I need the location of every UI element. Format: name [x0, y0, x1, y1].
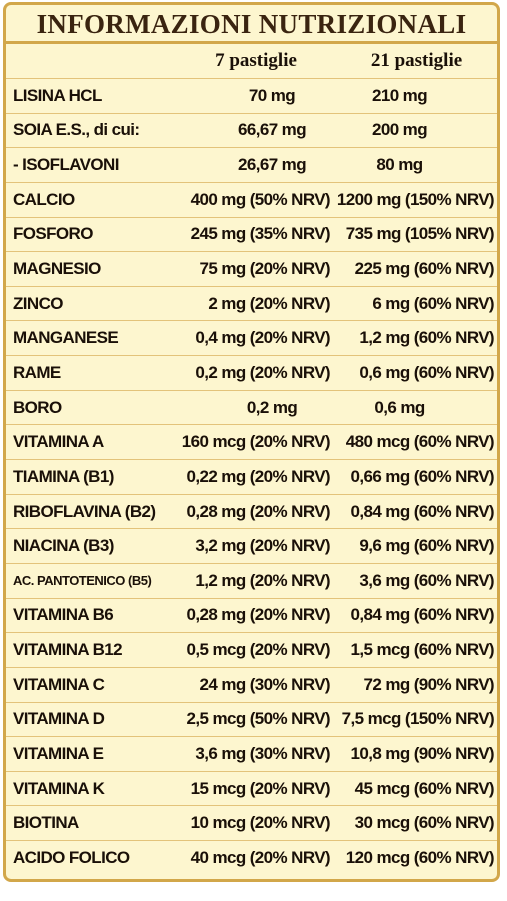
value-21-tablets: 0,6 mg: [374, 397, 425, 417]
value-21-tablets: 3,6 mg (60% NRV): [359, 570, 494, 590]
value-21-tablets: 30 mcg (60% NRV): [354, 813, 495, 833]
table-row: VITAMINA C 24 mg (30% NRV) 72 mg (90% NRV): [6, 666, 497, 702]
column-headers: 7 pastiglie 21 pastiglie: [6, 44, 497, 78]
title-divider: [6, 41, 497, 44]
table-row: ZINCO 2 mg (20% NRV) 6 mg (60% NRV): [6, 285, 497, 321]
table-row: TIAMINA (B1) 0,22 mg (20% NRV) 0,66 mg (60…: [6, 459, 497, 494]
value-21-tablets: 9,6 mg (60% NRV): [359, 536, 494, 556]
nutrient-name: MAGNESIO: [13, 259, 101, 279]
value-7-tablets: 1,2 mg (20% NRV): [195, 570, 330, 590]
value-7-tablets: 0,22 mg (20% NRV): [186, 466, 331, 486]
value-7-tablets: 0,2 mg: [246, 397, 298, 417]
table-row: VITAMINA K 15 mcg (20% NRV) 45 mcg (60% NR…: [6, 770, 497, 806]
nutrient-name: ACIDO FOLICO: [13, 847, 130, 867]
nutrition-table: INFORMAZIONI NUTRIZIONALI 7 pastiglie 21…: [3, 2, 500, 882]
table-row: CALCIO 400 mg (50% NRV) 1200 mg (150% NRV): [6, 181, 497, 217]
column-header-21-tablets: 21 pastiglie: [370, 50, 463, 71]
nutrient-name: VITAMINA D: [13, 709, 105, 729]
table-row: LISINA HCL 70 mg 210 mg: [6, 78, 497, 113]
table-row: SOIA E.S., di cui: 66,67 mg 200 mg: [6, 112, 497, 148]
value-21-tablets: 72 mg (90% NRV): [363, 674, 494, 694]
table-body: LISINA HCL 70 mg 210 mg SOIA E.S., di cui: 6…: [6, 78, 497, 875]
value-21-tablets: 0,84 mg (60% NRV): [350, 605, 495, 625]
table-row: RIBOFLAVINA (B2) 0,28 mg (20% NRV) 0,84 mg…: [6, 493, 497, 529]
table-row: AC. PANTOTENICO (B5) 1,2 mg (20% NRV) 3,6 …: [6, 562, 497, 598]
nutrient-name: FOSFORO: [13, 224, 93, 244]
nutrient-name: TIAMINA (B1): [13, 466, 114, 486]
value-21-tablets: 200 mg: [372, 120, 428, 140]
nutrient-name: LISINA HCL: [13, 85, 102, 105]
table-row: MANGANESE 0,4 mg (20% NRV) 1,2 mg (60% NRV…: [6, 320, 497, 355]
value-7-tablets: 2 mg (20% NRV): [208, 293, 330, 313]
value-7-tablets: 24 mg (30% NRV): [199, 674, 330, 694]
nutrient-name: VITAMINA A: [13, 432, 104, 452]
value-21-tablets: 0,6 mg (60% NRV): [359, 362, 494, 382]
value-21-tablets: 480 mcg (60% NRV): [345, 432, 495, 452]
nutrient-name: MANGANESE: [13, 328, 119, 348]
table-row: BORO 0,2 mg 0,6 mg: [6, 389, 497, 425]
value-7-tablets: 75 mg (20% NRV): [199, 259, 330, 279]
value-7-tablets: 26,67 mg: [238, 155, 307, 175]
table-row: RAME 0,2 mg (20% NRV) 0,6 mg (60% NRV): [6, 355, 497, 390]
value-7-tablets: 0,2 mg (20% NRV): [195, 362, 330, 382]
value-21-tablets: 1,2 mg (60% NRV): [359, 328, 494, 348]
nutrient-name: RAME: [13, 362, 61, 382]
table-row: FOSFORO 245 mg (35% NRV) 735 mg (105% NRV): [6, 216, 497, 252]
nutrient-name: CALCIO: [13, 189, 75, 209]
value-7-tablets: 10 mcg (20% NRV): [190, 813, 331, 833]
table-row: VITAMINA D 2,5 mcg (50% NRV) 7,5 mcg (150%…: [6, 701, 497, 737]
nutrient-name: - ISOFLAVONI: [13, 155, 119, 175]
value-21-tablets: 225 mg (60% NRV): [354, 259, 495, 279]
value-7-tablets: 245 mg (35% NRV): [190, 224, 331, 244]
value-7-tablets: 3,2 mg (20% NRV): [195, 536, 330, 556]
value-7-tablets: 70 mg: [248, 85, 296, 105]
table-row: VITAMINA E 3,6 mg (30% NRV) 10,8 mg (90% N…: [6, 736, 497, 771]
nutrient-name: VITAMINA B6: [13, 605, 114, 625]
table-row: ACIDO FOLICO 40 mcg (20% NRV) 120 mcg (60%…: [6, 840, 497, 875]
value-7-tablets: 40 mcg (20% NRV): [190, 847, 331, 867]
value-21-tablets: 80 mg: [376, 155, 423, 175]
value-7-tablets: 0,28 mg (20% NRV): [186, 501, 331, 521]
value-21-tablets: 120 mcg (60% NRV): [345, 847, 495, 867]
value-7-tablets: 160 mcg (20% NRV): [181, 432, 331, 452]
value-21-tablets: 0,84 mg (60% NRV): [350, 501, 495, 521]
value-7-tablets: 3,6 mg (30% NRV): [195, 743, 330, 763]
value-21-tablets: 0,66 mg (60% NRV): [350, 466, 495, 486]
nutrient-name: VITAMINA K: [13, 778, 105, 798]
value-7-tablets: 0,28 mg (20% NRV): [186, 605, 331, 625]
nutrient-name: NIACINA (B3): [13, 536, 114, 556]
nutrient-name: SOIA E.S., di cui:: [13, 120, 140, 140]
nutrient-name: VITAMINA E: [13, 743, 104, 763]
value-7-tablets: 15 mcg (20% NRV): [190, 778, 331, 798]
nutrient-name: ZINCO: [13, 293, 63, 313]
value-21-tablets: 6 mg (60% NRV): [372, 293, 494, 313]
value-21-tablets: 735 mg (105% NRV): [345, 224, 495, 244]
table-row: - ISOFLAVONI 26,67 mg 80 mg: [6, 147, 497, 182]
table-row: VITAMINA B6 0,28 mg (20% NRV) 0,84 mg (60%…: [6, 597, 497, 633]
value-21-tablets: 7,5 mcg (150% NRV): [341, 709, 495, 729]
table-row: NIACINA (B3) 3,2 mg (20% NRV) 9,6 mg (60% …: [6, 528, 497, 563]
page-title: INFORMAZIONI NUTRIZIONALI: [36, 9, 467, 39]
table-row: VITAMINA B12 0,5 mcg (20% NRV) 1,5 mcg (60…: [6, 632, 497, 667]
value-21-tablets: 1200 mg (150% NRV): [336, 189, 495, 209]
value-7-tablets: 0,5 mcg (20% NRV): [186, 640, 331, 660]
value-21-tablets: 45 mcg (60% NRV): [354, 778, 495, 798]
value-7-tablets: 2,5 mcg (50% NRV): [186, 709, 331, 729]
nutrient-name: BORO: [13, 397, 62, 417]
value-7-tablets: 400 mg (50% NRV): [190, 189, 331, 209]
nutrient-name: VITAMINA C: [13, 674, 105, 694]
value-21-tablets: 10,8 mg (90% NRV): [350, 743, 495, 763]
table-row: MAGNESIO 75 mg (20% NRV) 225 mg (60% NRV): [6, 251, 497, 286]
nutrient-name: BIOTINA: [13, 813, 79, 833]
value-7-tablets: 0,4 mg (20% NRV): [195, 328, 330, 348]
value-7-tablets: 66,67 mg: [238, 120, 307, 140]
table-row: VITAMINA A 160 mcg (20% NRV) 480 mcg (60% …: [6, 424, 497, 459]
value-21-tablets: 210 mg: [372, 85, 428, 105]
nutrient-name: VITAMINA B12: [13, 640, 123, 660]
nutrient-name: AC. PANTOTENICO (B5): [13, 573, 152, 589]
column-header-7-tablets: 7 pastiglie: [215, 50, 297, 71]
value-21-tablets: 1,5 mcg (60% NRV): [350, 640, 495, 660]
table-row: BIOTINA 10 mcg (20% NRV) 30 mcg (60% NRV): [6, 805, 497, 840]
nutrient-name: RIBOFLAVINA (B2): [13, 501, 156, 521]
